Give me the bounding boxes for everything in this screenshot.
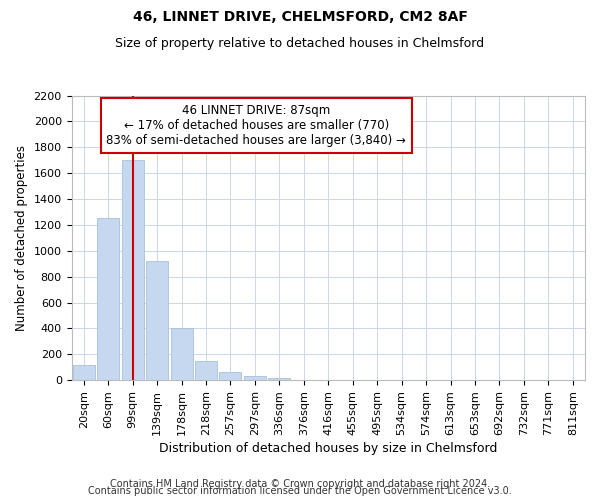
Bar: [122, 160, 143, 380]
Bar: [170, 328, 193, 380]
Bar: [146, 260, 168, 380]
X-axis label: Distribution of detached houses by size in Chelmsford: Distribution of detached houses by size …: [159, 442, 497, 455]
Text: Contains HM Land Registry data © Crown copyright and database right 2024.: Contains HM Land Registry data © Crown c…: [110, 479, 490, 489]
Bar: [244, 376, 266, 380]
Text: 46 LINNET DRIVE: 87sqm
← 17% of detached houses are smaller (770)
83% of semi-de: 46 LINNET DRIVE: 87sqm ← 17% of detached…: [106, 104, 406, 147]
Bar: [97, 218, 119, 380]
Text: 46, LINNET DRIVE, CHELMSFORD, CM2 8AF: 46, LINNET DRIVE, CHELMSFORD, CM2 8AF: [133, 10, 467, 24]
Text: Contains public sector information licensed under the Open Government Licence v3: Contains public sector information licen…: [88, 486, 512, 496]
Bar: [220, 372, 241, 380]
Y-axis label: Number of detached properties: Number of detached properties: [15, 145, 28, 331]
Text: Size of property relative to detached houses in Chelmsford: Size of property relative to detached ho…: [115, 38, 485, 51]
Bar: [195, 361, 217, 380]
Bar: [73, 364, 95, 380]
Bar: [268, 378, 290, 380]
